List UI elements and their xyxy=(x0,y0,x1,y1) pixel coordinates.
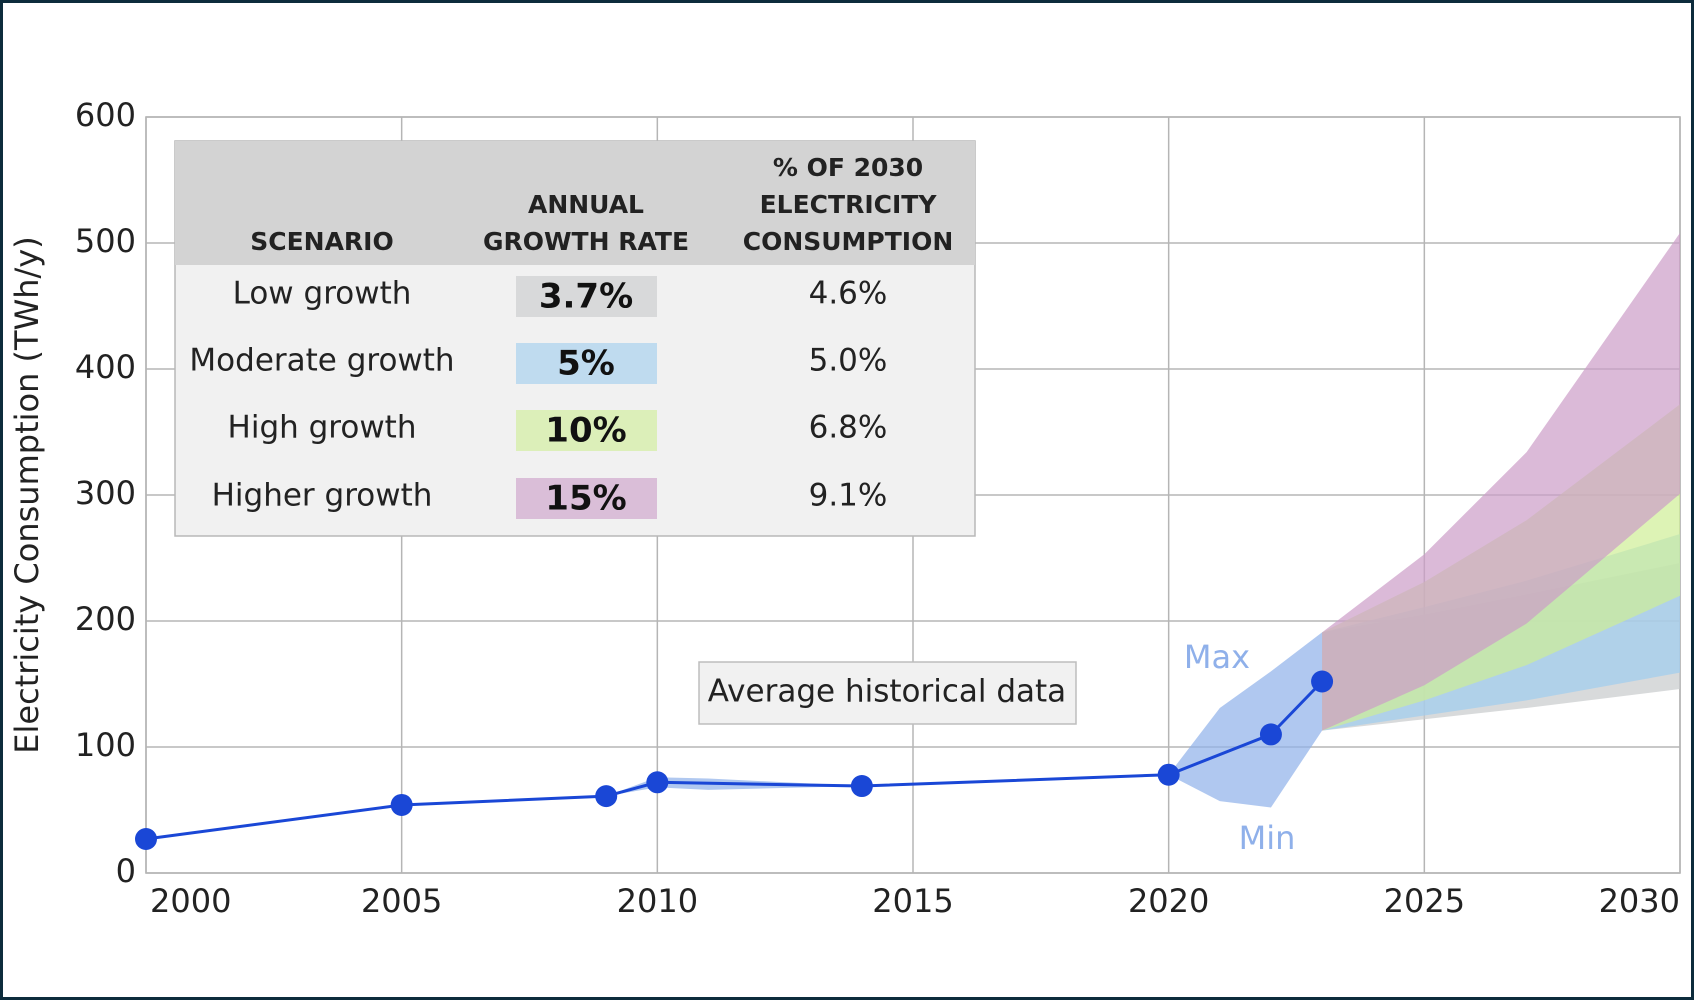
scenario-name: High growth xyxy=(228,410,417,446)
data-point xyxy=(850,775,873,798)
share-2030: 5.0% xyxy=(809,343,888,379)
rate-swatch xyxy=(516,276,657,317)
y-tick-label: 500 xyxy=(75,222,136,260)
growth-rate: 5% xyxy=(557,344,615,384)
y-tick-label: 0 xyxy=(116,852,136,890)
x-tick-label: 2025 xyxy=(1384,882,1465,920)
table-header-text: ANNUAL xyxy=(528,190,644,219)
share-2030: 9.1% xyxy=(809,478,888,514)
table-header-text: CONSUMPTION xyxy=(743,227,954,256)
table-header xyxy=(175,141,975,265)
table-header-text: % OF 2030 xyxy=(773,153,923,182)
y-tick-label: 200 xyxy=(75,600,136,638)
historical-label: Average historical data xyxy=(708,674,1066,710)
x-tick-label: 2030 xyxy=(1599,882,1680,920)
data-point xyxy=(595,785,618,808)
y-axis-label: Electricity Consumption (TWh/y) xyxy=(8,236,46,753)
growth-rate: 3.7% xyxy=(539,277,633,317)
scenario-band xyxy=(1322,232,1680,731)
data-point xyxy=(1259,723,1282,746)
data-point xyxy=(646,771,669,794)
x-tick-label: 2010 xyxy=(617,882,698,920)
data-point xyxy=(390,793,413,816)
share-2030: 4.6% xyxy=(809,276,888,312)
rate-swatch xyxy=(516,410,657,451)
table-header-text: SCENARIO xyxy=(250,227,394,256)
scenario-name: Low growth xyxy=(233,276,412,312)
scenario-name: Higher growth xyxy=(212,478,433,514)
y-tick-label: 600 xyxy=(75,96,136,134)
x-tick-label: 2015 xyxy=(872,882,953,920)
data-point xyxy=(1157,763,1180,786)
scenario-name: Moderate growth xyxy=(189,343,454,379)
rate-swatch xyxy=(516,343,657,384)
historical-line xyxy=(145,680,1324,841)
y-tick-label: 400 xyxy=(75,348,136,386)
min-label: Min xyxy=(1239,819,1296,857)
x-tick-label: 2005 xyxy=(361,882,442,920)
x-tick-label: 2000 xyxy=(150,882,231,920)
max-label: Max xyxy=(1184,638,1250,676)
table-header-text: GROWTH RATE xyxy=(483,227,689,256)
x-tick-label: 2020 xyxy=(1128,882,1209,920)
share-2030: 6.8% xyxy=(809,410,888,446)
range-band xyxy=(606,632,1323,808)
rate-swatch xyxy=(516,478,657,519)
y-tick-label: 300 xyxy=(75,474,136,512)
growth-rate: 15% xyxy=(545,479,626,519)
growth-rate: 10% xyxy=(545,411,626,451)
y-tick-label: 100 xyxy=(75,726,136,764)
annotation-box xyxy=(698,661,1077,725)
data-point xyxy=(1311,670,1334,693)
data-point xyxy=(135,827,157,850)
table-header-text: ELECTRICITY xyxy=(760,190,938,219)
